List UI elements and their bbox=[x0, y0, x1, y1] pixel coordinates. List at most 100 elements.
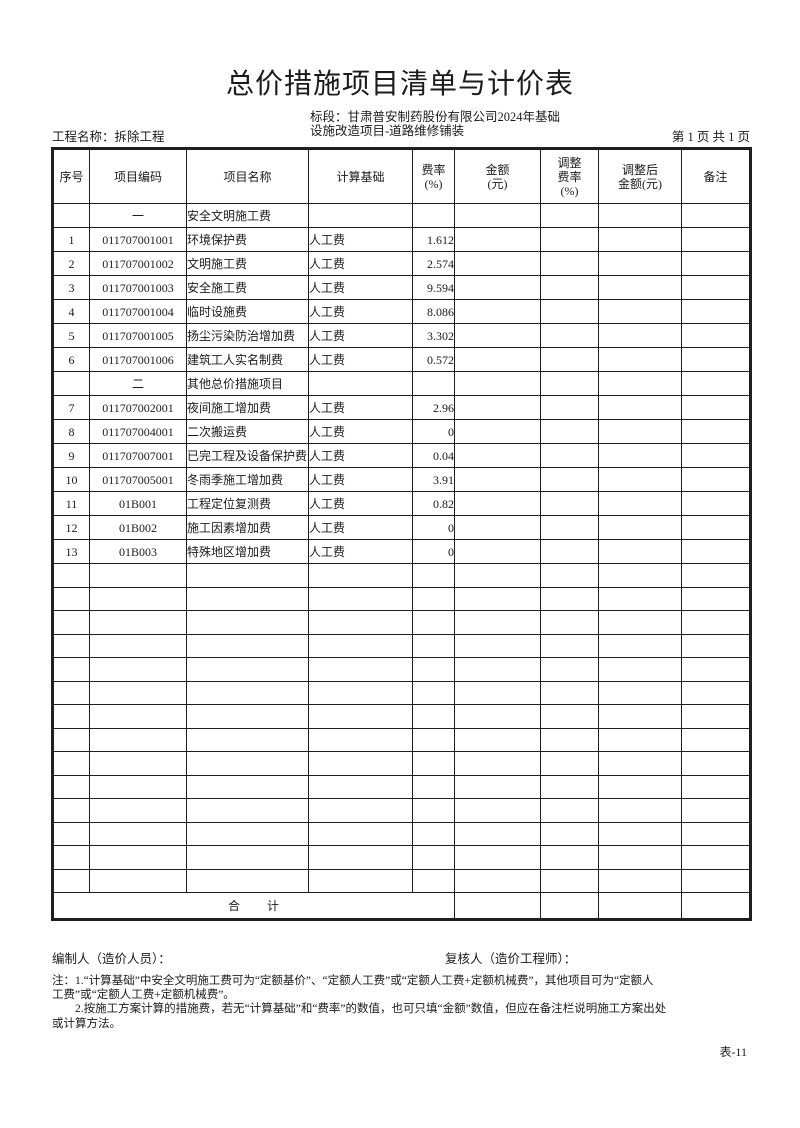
header-rate: 费率 (%) bbox=[412, 148, 455, 204]
cell-adj-amount bbox=[598, 275, 682, 300]
cell-name: 夜间施工增加费 bbox=[186, 395, 309, 420]
cell-adj-amount bbox=[598, 227, 682, 252]
cell-rate: 0 bbox=[412, 539, 455, 564]
cell-amount bbox=[454, 419, 541, 444]
cell-code: 011707001006 bbox=[89, 347, 187, 372]
cell-rate bbox=[412, 203, 455, 228]
cell-adj-rate bbox=[540, 751, 599, 776]
cell-rate: 0 bbox=[412, 419, 455, 444]
cell-amount bbox=[454, 227, 541, 252]
cell-basis: 人工费 bbox=[308, 323, 413, 348]
cell-adj-rate bbox=[540, 299, 599, 324]
empty-row bbox=[52, 657, 751, 682]
cell-remark bbox=[681, 515, 751, 540]
cell-serial bbox=[52, 821, 90, 846]
cell-name: 文明施工费 bbox=[186, 251, 309, 276]
cell-remark bbox=[681, 774, 751, 799]
cell-remark bbox=[681, 419, 751, 444]
cell-adj-amount bbox=[598, 633, 682, 658]
cell-adj-rate bbox=[540, 868, 599, 893]
cell-code bbox=[89, 798, 187, 823]
cell-amount bbox=[454, 539, 541, 564]
table-row: 12 01B002 施工因素增加费 人工费 0 bbox=[52, 515, 751, 540]
cell-adj-amount bbox=[598, 251, 682, 276]
cell-code: 01B003 bbox=[89, 539, 187, 564]
measure-items-table: 序号 项目编码 项目名称 计算基础 费率 (%) 金额 (元) 调整 费率 (%… bbox=[51, 147, 752, 921]
cell-adj-rate bbox=[540, 845, 599, 870]
cell-rate bbox=[412, 680, 455, 705]
cell-name: 安全施工费 bbox=[186, 275, 309, 300]
cell-serial bbox=[52, 751, 90, 776]
cell-code bbox=[89, 751, 187, 776]
cell-code: 011707001003 bbox=[89, 275, 187, 300]
cell-name bbox=[186, 774, 309, 799]
cell-name: 二次搬运费 bbox=[186, 419, 309, 444]
empty-row bbox=[52, 821, 751, 846]
cell-amount bbox=[454, 774, 541, 799]
cell-remark bbox=[681, 467, 751, 492]
empty-row bbox=[52, 610, 751, 635]
cell-adj-rate bbox=[540, 515, 599, 540]
empty-row bbox=[52, 633, 751, 658]
cell-serial: 2 bbox=[52, 251, 90, 276]
cell-code: 011707005001 bbox=[89, 467, 187, 492]
cell-remark bbox=[681, 657, 751, 682]
cell-serial bbox=[52, 203, 90, 228]
table-row: 2 011707001002 文明施工费 人工费 2.574 bbox=[52, 251, 751, 276]
header-basis: 计算基础 bbox=[308, 148, 413, 204]
cell-adj-rate bbox=[540, 586, 599, 611]
page-title: 总价措施项目清单与计价表 bbox=[225, 69, 574, 100]
note-line: 注：1.“计算基础”中安全文明施工费可为“定额基价”、“定额人工费”或“定额人工… bbox=[52, 975, 654, 987]
table-row: 13 01B003 特殊地区增加费 人工费 0 bbox=[52, 539, 751, 564]
cell-adj-amount bbox=[598, 892, 682, 920]
cell-basis bbox=[308, 610, 413, 635]
cell-basis: 人工费 bbox=[308, 467, 413, 492]
cell-basis bbox=[308, 868, 413, 893]
cell-adj-amount bbox=[598, 323, 682, 348]
cell-amount bbox=[454, 610, 541, 635]
cell-adj-amount bbox=[598, 680, 682, 705]
header-remark: 备注 bbox=[681, 148, 751, 204]
cell-name: 工程定位复测费 bbox=[186, 491, 309, 516]
bid-section-line1: 标段：甘肃普安制药股份有限公司2024年基础 bbox=[310, 110, 561, 124]
cell-remark bbox=[681, 251, 751, 276]
cell-name bbox=[186, 704, 309, 729]
cell-adj-rate bbox=[540, 563, 599, 588]
cell-adj-rate bbox=[540, 419, 599, 444]
cell-rate bbox=[412, 610, 455, 635]
cell-rate bbox=[412, 868, 455, 893]
section-row: 一安全文明施工费 bbox=[52, 203, 751, 228]
cell-serial bbox=[52, 633, 90, 658]
cell-adj-rate bbox=[540, 680, 599, 705]
cell-code: 011707001004 bbox=[89, 299, 187, 324]
cell-adj-amount bbox=[598, 443, 682, 468]
cell-amount bbox=[454, 892, 541, 920]
cell-serial: 7 bbox=[52, 395, 90, 420]
cell-amount bbox=[454, 657, 541, 682]
cell-rate bbox=[412, 774, 455, 799]
cell-serial bbox=[52, 657, 90, 682]
cell-adj-amount bbox=[598, 751, 682, 776]
cell-amount bbox=[454, 467, 541, 492]
table-row: 7 011707002001 夜间施工增加费 人工费 2.96 bbox=[52, 395, 751, 420]
cell-rate bbox=[412, 563, 455, 588]
cell-adj-rate bbox=[540, 227, 599, 252]
cell-rate bbox=[412, 727, 455, 752]
cell-amount bbox=[454, 251, 541, 276]
cell-adj-amount bbox=[598, 371, 682, 396]
cell-rate bbox=[412, 633, 455, 658]
cell-serial: 3 bbox=[52, 275, 90, 300]
cell-name: 扬尘污染防治增加费 bbox=[186, 323, 309, 348]
cell-remark bbox=[681, 539, 751, 564]
cell-basis bbox=[308, 680, 413, 705]
cell-amount bbox=[454, 821, 541, 846]
cell-remark bbox=[681, 491, 751, 516]
cell-name: 其他总价措施项目 bbox=[186, 371, 309, 396]
cell-remark bbox=[681, 633, 751, 658]
cell-amount bbox=[454, 323, 541, 348]
cell-adj-amount bbox=[598, 491, 682, 516]
cell-remark bbox=[681, 868, 751, 893]
empty-row bbox=[52, 774, 751, 799]
cell-basis bbox=[308, 586, 413, 611]
